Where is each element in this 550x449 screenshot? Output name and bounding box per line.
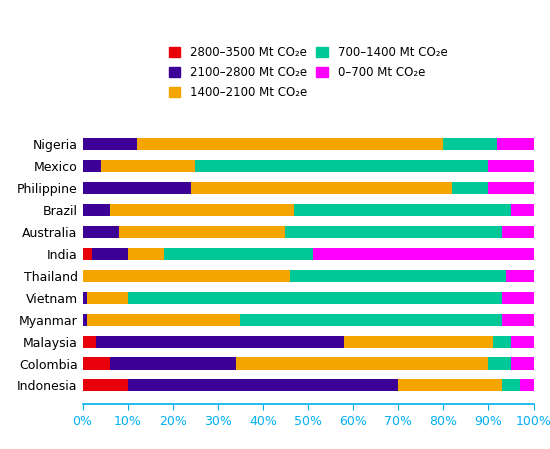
Bar bbox=[82, 357, 109, 370]
Bar bbox=[511, 204, 534, 216]
Bar bbox=[82, 182, 191, 194]
Bar bbox=[398, 379, 502, 392]
Bar bbox=[443, 138, 497, 150]
Bar bbox=[502, 226, 534, 238]
Bar bbox=[136, 138, 443, 150]
Bar bbox=[109, 357, 236, 370]
Bar bbox=[195, 160, 488, 172]
Bar bbox=[344, 335, 493, 348]
Bar bbox=[497, 138, 534, 150]
Bar bbox=[128, 379, 398, 392]
Bar bbox=[128, 292, 502, 304]
Bar bbox=[82, 248, 91, 260]
Bar bbox=[82, 138, 136, 150]
Bar bbox=[236, 357, 488, 370]
Bar bbox=[87, 314, 240, 326]
Bar bbox=[520, 379, 534, 392]
Bar bbox=[109, 204, 294, 216]
Bar bbox=[452, 182, 488, 194]
Bar bbox=[511, 335, 534, 348]
Bar bbox=[488, 160, 534, 172]
Bar bbox=[290, 270, 507, 282]
Bar bbox=[285, 226, 502, 238]
Bar bbox=[82, 160, 101, 172]
Bar bbox=[511, 357, 534, 370]
Bar bbox=[82, 226, 119, 238]
Bar bbox=[82, 292, 87, 304]
Bar bbox=[96, 335, 344, 348]
Bar bbox=[294, 204, 511, 216]
Bar bbox=[502, 292, 534, 304]
Bar bbox=[502, 314, 534, 326]
Bar bbox=[488, 357, 511, 370]
Bar bbox=[164, 248, 312, 260]
Bar bbox=[82, 335, 96, 348]
Bar bbox=[493, 335, 511, 348]
Bar bbox=[82, 204, 109, 216]
Bar bbox=[312, 248, 534, 260]
Bar bbox=[507, 270, 534, 282]
Bar bbox=[82, 379, 128, 392]
Bar bbox=[101, 160, 195, 172]
Bar bbox=[240, 314, 502, 326]
Bar bbox=[502, 379, 520, 392]
Bar bbox=[87, 292, 128, 304]
Legend: 2800–3500 Mt CO₂e, 2100–2800 Mt CO₂e, 1400–2100 Mt CO₂e, 700–1400 Mt CO₂e, 0–700: 2800–3500 Mt CO₂e, 2100–2800 Mt CO₂e, 14… bbox=[165, 43, 451, 103]
Bar bbox=[128, 248, 164, 260]
Bar bbox=[488, 182, 534, 194]
Bar bbox=[191, 182, 452, 194]
Bar bbox=[82, 270, 290, 282]
Bar bbox=[119, 226, 285, 238]
Bar bbox=[82, 314, 87, 326]
Bar bbox=[91, 248, 128, 260]
